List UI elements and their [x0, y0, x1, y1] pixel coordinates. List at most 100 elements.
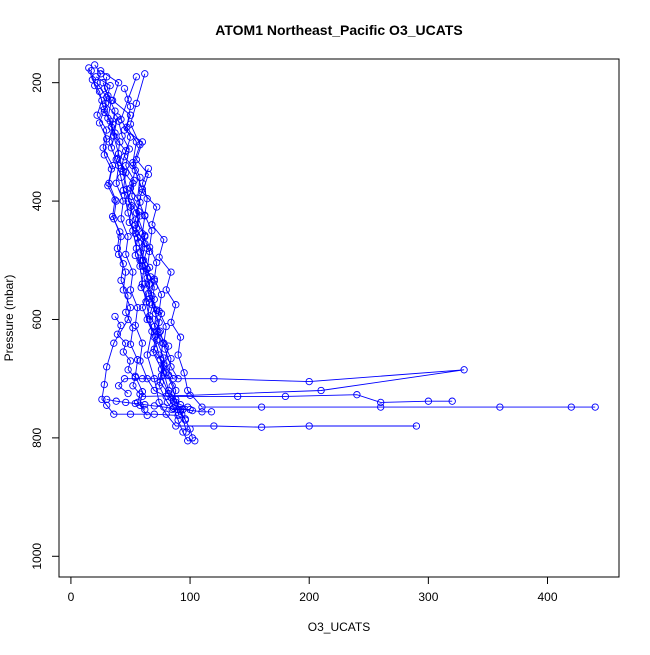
chart-title: ATOM1 Northeast_Pacific O3_UCATS	[215, 22, 462, 38]
data-point	[131, 251, 139, 260]
data-point	[179, 405, 187, 414]
data-point	[136, 198, 144, 206]
x-tick-label: 100	[180, 590, 200, 604]
data-point	[98, 395, 106, 404]
data-point	[114, 382, 123, 390]
data-point	[169, 397, 178, 405]
series-12	[138, 164, 192, 411]
data-point	[138, 375, 147, 383]
data-point	[305, 422, 313, 430]
data-point	[128, 202, 136, 210]
data-point	[100, 380, 108, 389]
data-point	[131, 229, 139, 238]
data-point	[150, 410, 158, 418]
y-tick-label: 800	[30, 428, 44, 448]
data-point	[164, 371, 173, 379]
data-point	[122, 161, 130, 170]
data-series-layer	[85, 61, 599, 445]
y-axis: 200 400 600 800 1000	[30, 72, 60, 570]
data-point	[141, 405, 149, 414]
data-point	[169, 404, 178, 412]
data-point	[184, 437, 192, 445]
data-point	[180, 369, 188, 377]
data-point	[412, 422, 421, 430]
data-point	[150, 295, 158, 304]
data-point	[125, 218, 133, 227]
data-point	[103, 135, 111, 143]
data-point	[132, 99, 141, 108]
y-tick-label: 600	[30, 309, 44, 329]
data-point	[150, 386, 158, 395]
data-point	[207, 408, 216, 416]
data-point	[131, 166, 139, 174]
data-point	[124, 292, 132, 300]
data-point	[124, 366, 132, 374]
data-point	[107, 144, 116, 152]
data-point	[113, 154, 122, 163]
data-point	[448, 397, 456, 405]
data-point	[167, 363, 175, 371]
data-point	[119, 348, 127, 356]
data-point	[111, 107, 119, 115]
data-point	[167, 354, 175, 363]
data-point	[124, 315, 132, 324]
series-line	[103, 76, 453, 403]
data-point	[150, 345, 158, 353]
data-point	[141, 211, 149, 219]
data-point	[167, 268, 175, 276]
series-line	[106, 398, 212, 413]
data-point	[120, 84, 129, 93]
data-point	[162, 286, 170, 294]
data-point	[126, 184, 135, 192]
data-point	[132, 138, 141, 146]
data-point	[136, 390, 144, 398]
data-point	[424, 397, 433, 405]
x-axis-label: O3_UCATS	[308, 620, 370, 634]
data-point	[191, 437, 199, 445]
data-point	[141, 280, 149, 288]
data-point	[186, 391, 194, 399]
data-point	[126, 340, 135, 348]
data-point	[120, 375, 129, 383]
data-point	[147, 273, 155, 281]
data-point	[118, 132, 126, 140]
data-point	[126, 133, 135, 141]
series-4	[126, 70, 421, 431]
data-point	[106, 81, 114, 90]
data-point	[210, 375, 218, 383]
data-point	[122, 339, 130, 347]
data-point	[112, 179, 120, 187]
y-tick-label: 1000	[30, 543, 44, 570]
data-point	[112, 197, 120, 205]
series-9	[114, 117, 191, 436]
data-point	[172, 301, 180, 309]
data-point	[117, 232, 125, 241]
data-point	[141, 231, 149, 240]
data-point	[108, 212, 117, 221]
data-point	[93, 111, 101, 119]
y-tick-label: 400	[30, 191, 44, 211]
data-point	[122, 250, 130, 259]
data-point	[129, 268, 137, 276]
data-point	[119, 186, 127, 195]
data-point	[132, 224, 141, 232]
data-point	[178, 410, 186, 418]
x-tick-label: 200	[299, 590, 319, 604]
data-point	[460, 366, 468, 374]
series-line	[124, 88, 195, 442]
data-point	[92, 73, 100, 81]
data-point	[188, 406, 197, 415]
data-point	[110, 339, 118, 347]
data-point	[305, 377, 313, 386]
x-tick-label: 0	[68, 590, 75, 604]
data-point	[377, 403, 385, 411]
data-point	[108, 96, 117, 105]
data-point	[156, 356, 164, 364]
data-point	[174, 416, 182, 424]
data-point	[167, 318, 175, 327]
data-point	[133, 234, 142, 242]
series-line	[120, 76, 186, 420]
data-point	[119, 197, 127, 205]
data-point	[162, 322, 170, 331]
data-point	[136, 248, 144, 256]
